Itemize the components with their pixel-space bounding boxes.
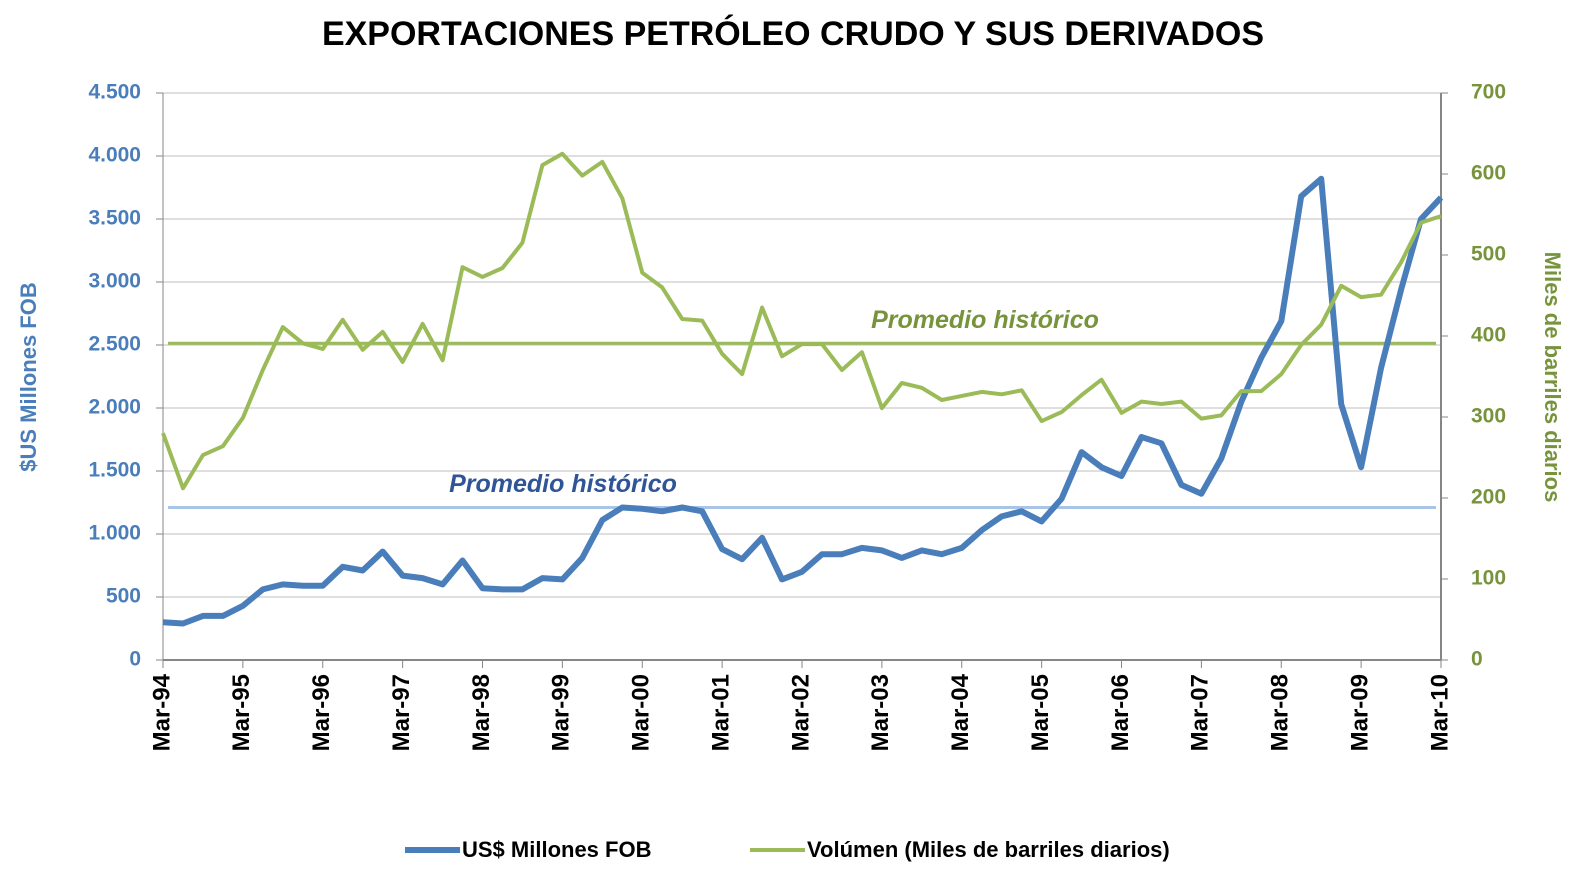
x-tick-label: Mar-07 <box>1187 674 1214 751</box>
x-tick-label: Mar-06 <box>1107 674 1134 751</box>
x-tick-label: Mar-01 <box>707 674 734 751</box>
x-tick-label: Mar-10 <box>1426 674 1453 751</box>
y-tick-label: 0 <box>129 648 141 671</box>
y-tick-label: 4.000 <box>88 144 141 167</box>
x-tick-label: Mar-02 <box>787 674 814 751</box>
x-tick-label: Mar-99 <box>548 674 575 751</box>
x-tick-label: Mar-08 <box>1267 674 1294 751</box>
x-tick-label: Mar-97 <box>388 674 415 751</box>
x-tick-label: Mar-94 <box>148 673 175 751</box>
y2-tick-label: 500 <box>1471 243 1506 266</box>
reference-label: Promedio histórico <box>449 470 677 498</box>
series-line <box>162 175 1444 627</box>
y-tick-label: 4.500 <box>88 81 141 104</box>
x-tick-label: Mar-09 <box>1346 674 1373 751</box>
y2-axis-label: Miles de barriles diarios <box>1540 252 1565 503</box>
y2-tick-label: 600 <box>1471 162 1506 185</box>
chart-title: EXPORTACIONES PETRÓLEO CRUDO Y SUS DERIV… <box>322 15 1264 53</box>
y-tick-label: 3.500 <box>88 207 141 230</box>
y2-tick-label: 100 <box>1471 567 1506 590</box>
y2-tick-label: 700 <box>1471 81 1506 104</box>
y-tick-label: 1.500 <box>88 459 141 482</box>
legend-label: Volúmen (Miles de barriles diarios) <box>807 837 1170 862</box>
y-tick-label: 2.000 <box>88 396 141 419</box>
y-axis-label: $US Millones FOB <box>16 282 41 471</box>
y2-tick-label: 400 <box>1471 324 1506 347</box>
series-line <box>161 151 1442 491</box>
y-tick-label: 500 <box>106 585 141 608</box>
x-tick-label: Mar-95 <box>228 674 255 751</box>
y2-tick-label: 0 <box>1471 648 1483 671</box>
x-tick-label: Mar-98 <box>468 674 495 751</box>
y2-tick-label: 200 <box>1471 486 1506 509</box>
y-tick-label: 1.000 <box>88 522 141 545</box>
x-tick-label: Mar-03 <box>867 674 894 751</box>
reference-label: Promedio histórico <box>871 306 1099 334</box>
x-tick-label: Mar-00 <box>628 674 655 751</box>
y-tick-label: 3.000 <box>88 270 141 293</box>
x-tick-label: Mar-04 <box>947 673 974 751</box>
y-tick-label: 2.500 <box>88 333 141 356</box>
y2-tick-label: 300 <box>1471 405 1506 428</box>
x-tick-label: Mar-05 <box>1027 674 1054 751</box>
x-tick-label: Mar-96 <box>308 674 335 751</box>
legend-label: US$ Millones FOB <box>462 837 651 862</box>
